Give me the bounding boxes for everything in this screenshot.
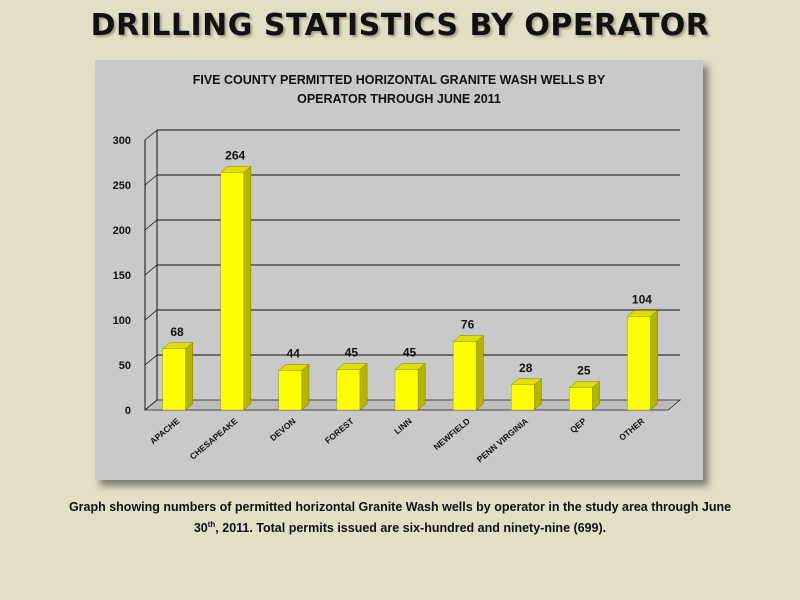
gridline-depth <box>144 129 158 141</box>
data-label: 28 <box>519 361 533 375</box>
chart-panel: 0 50 100 150 200 250 300 68 APACHE 264 CHESAPEAKE 4… <box>95 60 703 480</box>
x-tick-label: CHESAPEAKE <box>188 416 240 462</box>
chart-title-line-1: FIVE COUNTY PERMITTED HORIZONTAL GRANITE… <box>192 73 606 87</box>
data-label: 45 <box>403 346 417 360</box>
bar-side <box>475 335 484 411</box>
x-tick-label: FOREST <box>323 415 356 445</box>
bar-side <box>650 309 658 411</box>
x-tick-label: NEWFIELD <box>431 416 471 452</box>
gridline-depth <box>144 174 158 186</box>
caption-superscript: th <box>207 520 216 529</box>
slide-title: DRILLING STATISTICS BY OPERATOR <box>90 8 710 43</box>
x-tick-label: PENN VIRGINIA <box>475 416 530 465</box>
bar <box>627 316 651 411</box>
gridline-depth <box>144 264 158 276</box>
bar <box>569 387 593 411</box>
y-tick-label: 150 <box>113 270 131 282</box>
x-tick-label: LINN <box>392 416 414 436</box>
data-label: 45 <box>345 346 359 360</box>
bar <box>394 369 419 411</box>
y-tick-label: 300 <box>113 135 131 147</box>
bar <box>511 384 535 411</box>
bar <box>452 341 477 411</box>
bar-chart: 0 50 100 150 200 250 300 68 APACHE 264 CHESAPEAKE 4… <box>113 129 682 465</box>
data-label: 76 <box>461 318 475 332</box>
data-label: 25 <box>577 364 591 378</box>
figure-caption: Graph showing numbers of permitted horiz… <box>60 498 740 537</box>
x-tick-label: QEP <box>568 416 588 435</box>
x-tick-label: OTHER <box>617 416 646 443</box>
data-label: 68 <box>170 325 184 339</box>
caption-text-2: , 2011. Total permits issued are six-hun… <box>215 521 607 536</box>
bar-side <box>301 363 310 411</box>
data-label: 104 <box>632 292 652 306</box>
bar-side <box>417 363 426 411</box>
bar <box>278 370 302 411</box>
bar-side <box>185 342 193 411</box>
x-tick-label: DEVON <box>268 416 298 443</box>
x-tick-label: APACHE <box>148 416 182 447</box>
chart-title-line-2: OPERATOR THROUGH JUNE 2011 <box>297 92 501 106</box>
y-tick-label: 100 <box>113 315 131 327</box>
y-tick-label: 200 <box>113 225 131 237</box>
y-tick-label: 50 <box>119 360 131 372</box>
caption-text-1: Graph showing numbers of permitted horiz… <box>68 500 732 536</box>
gridline-depth <box>144 309 158 321</box>
bar-side <box>243 165 252 411</box>
y-tick-label: 250 <box>113 180 131 192</box>
bar-side <box>359 363 368 411</box>
data-label: 264 <box>225 148 245 162</box>
data-label: 44 <box>287 346 301 360</box>
bar <box>220 172 244 411</box>
bar <box>162 348 186 411</box>
bar <box>336 369 361 411</box>
gridline-depth <box>144 399 158 411</box>
gridline-depth <box>144 354 158 366</box>
gridline-depth <box>144 219 158 231</box>
y-tick-label: 0 <box>125 405 131 417</box>
